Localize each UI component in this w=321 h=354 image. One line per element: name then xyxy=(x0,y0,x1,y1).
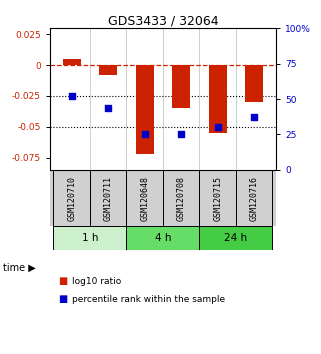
Bar xyxy=(199,170,236,227)
Text: ■: ■ xyxy=(58,276,67,286)
Text: log10 ratio: log10 ratio xyxy=(72,277,121,286)
Bar xyxy=(236,170,273,227)
Text: percentile rank within the sample: percentile rank within the sample xyxy=(72,295,225,304)
Text: 4 h: 4 h xyxy=(155,233,171,243)
Bar xyxy=(209,65,227,133)
Text: 1 h: 1 h xyxy=(82,233,98,243)
Bar xyxy=(135,65,154,154)
Text: GSM120708: GSM120708 xyxy=(177,176,186,221)
Point xyxy=(178,132,184,137)
Text: GSM120648: GSM120648 xyxy=(140,176,149,221)
Bar xyxy=(172,65,190,108)
Point xyxy=(142,132,147,137)
Bar xyxy=(90,170,126,227)
Bar xyxy=(199,227,273,250)
Bar xyxy=(53,227,126,250)
Bar xyxy=(126,170,163,227)
Text: ■: ■ xyxy=(58,294,67,304)
Point xyxy=(106,105,111,110)
Text: GSM120716: GSM120716 xyxy=(250,176,259,221)
Bar xyxy=(53,170,90,227)
Text: GSM120710: GSM120710 xyxy=(67,176,76,221)
Text: GSM120711: GSM120711 xyxy=(104,176,113,221)
Point xyxy=(215,125,220,130)
Bar xyxy=(163,170,199,227)
Bar xyxy=(63,59,81,65)
Point xyxy=(69,93,74,99)
Point xyxy=(252,115,257,120)
Bar xyxy=(245,65,263,102)
Text: 24 h: 24 h xyxy=(224,233,247,243)
Title: GDS3433 / 32064: GDS3433 / 32064 xyxy=(108,14,218,27)
Text: GSM120715: GSM120715 xyxy=(213,176,222,221)
Text: time ▶: time ▶ xyxy=(3,262,36,272)
Bar xyxy=(126,227,199,250)
Bar xyxy=(99,65,117,75)
